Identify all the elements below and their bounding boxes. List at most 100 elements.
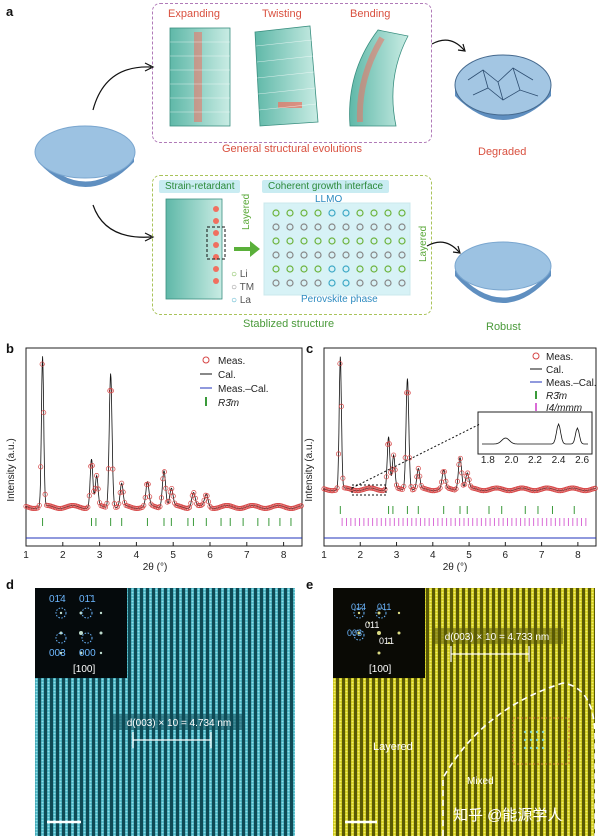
meas-point (170, 493, 176, 499)
meas-point (36, 502, 42, 508)
legend-c: Meas. Cal. Meas.–Cal. R3̄m I4/mmm (530, 352, 597, 414)
robust-label: Robust (486, 321, 521, 333)
x-tick-6: 6 (503, 550, 509, 561)
meas-point (340, 475, 346, 481)
meas-point (189, 493, 195, 499)
fft-spot-003-d: 003 (49, 648, 66, 659)
perovskite-label: Perovskite phase (301, 294, 378, 305)
x-tick-5: 5 (466, 550, 472, 561)
zone-axis-d: [100] (73, 664, 95, 675)
meas-point (437, 485, 443, 491)
meas-point (155, 505, 162, 511)
legend-r3m-b: R3̄m (218, 398, 239, 409)
meas-point (201, 497, 207, 503)
x-tick-7: 7 (244, 550, 250, 561)
twisting-label: Twisting (262, 8, 302, 20)
x-tick-6: 6 (207, 550, 213, 561)
meas-point (463, 473, 469, 479)
stabilized-structure-box (152, 175, 432, 315)
legend-i4mmm-c: I4/mmm (546, 403, 582, 414)
reflections-c (339, 506, 587, 526)
strain-retardant-tag: Strain-retardant (159, 180, 241, 193)
meas-point (91, 488, 97, 495)
meas-point (120, 489, 126, 495)
meas-point (92, 485, 98, 491)
meas-point (85, 504, 91, 510)
meas-point (82, 505, 88, 512)
meas-point (417, 473, 423, 479)
cal-curve (25, 356, 302, 509)
inset-tick-2.2: 2.2 (528, 455, 542, 466)
meas-point (110, 466, 116, 472)
meas-point (42, 491, 48, 497)
x-axis-label-c: 2θ (°) (443, 562, 468, 572)
xrd-chart-c: Intensity (a.u.) 1 2 3 4 5 6 7 8 2θ (°) 1.8 2.0 2… (304, 347, 598, 572)
structural-evolution-illustration (169, 25, 409, 127)
meas-point (141, 502, 147, 508)
mixed-region-label: Mixed (467, 776, 494, 787)
meas-point (388, 469, 394, 476)
degraded-particle (454, 54, 552, 120)
legend-b: Meas. Cal. Meas.–Cal. R3̄m (200, 356, 269, 409)
xrd-chart-b: Intensity (a.u.) 1 2 3 4 5 6 7 8 2θ (°) Meas. C… (6, 347, 304, 572)
x-ticks-c: 1 2 3 4 5 6 7 8 (321, 542, 581, 561)
x-tick-4: 4 (430, 550, 436, 561)
meas-point (116, 501, 122, 507)
legend-tm: ○ TM (231, 282, 255, 293)
structural-evolution-box (152, 3, 432, 143)
reflections-b (42, 518, 292, 526)
plot-frame-b (25, 347, 303, 547)
stabilized-caption: Stablized structure (243, 318, 335, 330)
meas-point (452, 487, 458, 493)
meas-point (391, 452, 397, 458)
legend-meas-marker-c (532, 352, 540, 360)
panel-b-label: b (6, 341, 14, 356)
legend-la: ○ La (231, 295, 251, 306)
atom-legend: ○ Li ○ TM ○ La (231, 268, 254, 307)
stem-image-d: 01̄4 01̄1 003 000 [100] d(003) × 10 = 4.… (35, 588, 295, 836)
meas-point (89, 463, 95, 469)
meas-point (169, 485, 175, 492)
meas-point (414, 474, 420, 480)
plot-frame-c (323, 347, 597, 547)
panel-c-label: c (306, 341, 314, 356)
x-axis-label-b: 2θ (°) (143, 562, 168, 572)
meas-point (337, 361, 343, 367)
meas-point (161, 469, 167, 475)
meas-point (157, 503, 163, 510)
meas-point (412, 483, 418, 490)
meas-point (204, 493, 210, 499)
meas-point (104, 500, 110, 506)
meas-point (386, 441, 392, 447)
meas-point (466, 477, 472, 483)
meas-point (383, 474, 389, 480)
fft-spot-011b-e: 011 (365, 620, 379, 630)
bending-label: Bending (350, 8, 391, 20)
meas-point (185, 505, 191, 511)
inset-tick-1.8: 1.8 (481, 455, 495, 466)
inset-tick-2.6: 2.6 (575, 455, 589, 466)
fft-spot-011-e: 011 (377, 602, 391, 612)
meas-point (389, 466, 395, 472)
meas-point (122, 500, 128, 506)
legend-cal-c: Cal. (546, 365, 564, 376)
fft-spot-014-d: 01̄4 (49, 594, 66, 605)
degraded-arrow (431, 39, 466, 52)
meas-point (457, 455, 463, 461)
x-tick-4: 4 (134, 550, 140, 561)
meas-point (145, 481, 151, 487)
legend-meas-marker-b (202, 356, 210, 364)
x-tick-3: 3 (97, 550, 103, 561)
x-tick-5: 5 (170, 550, 176, 561)
meas-point (456, 461, 462, 468)
meas-point (163, 485, 169, 491)
fft-spot-011-d: 01̄1 (79, 594, 96, 605)
layered-region-label: Layered (373, 741, 413, 753)
meas-point (444, 484, 450, 490)
x-tick-1: 1 (321, 550, 327, 561)
meas-point (404, 390, 410, 396)
meas-point (335, 451, 342, 457)
meas-point (393, 482, 400, 488)
inset-frame-c (477, 411, 593, 455)
measure-text-e: d(003) × 10 = 4.733 nm (445, 632, 550, 643)
